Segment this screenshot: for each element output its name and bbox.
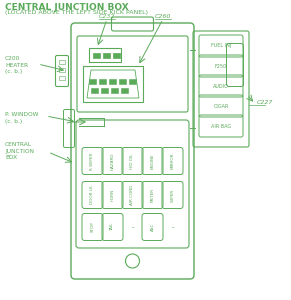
Bar xyxy=(59,68,65,72)
Text: C227: C227 xyxy=(257,100,273,105)
Text: CENTRAL JUNCTION BOX: CENTRAL JUNCTION BOX xyxy=(5,3,129,12)
Text: H/D OIL: H/D OIL xyxy=(130,153,134,169)
Bar xyxy=(99,79,106,84)
Text: MIRROR: MIRROR xyxy=(171,153,175,169)
Bar xyxy=(59,76,65,80)
Text: METER: METER xyxy=(150,188,155,202)
Bar xyxy=(59,60,65,64)
Bar xyxy=(119,79,126,84)
Text: AIR BAG: AIR BAG xyxy=(211,124,231,128)
Text: CENTRAL
JUNCTION
BOX: CENTRAL JUNCTION BOX xyxy=(5,142,34,160)
Bar xyxy=(113,53,120,58)
Text: -: - xyxy=(171,224,174,230)
Text: HAZARD: HAZARD xyxy=(111,152,114,170)
Bar xyxy=(89,79,96,84)
Text: R WIPER: R WIPER xyxy=(91,152,95,170)
Text: C200
HEATER
(c. b.): C200 HEATER (c. b.) xyxy=(5,56,28,74)
Text: F250: F250 xyxy=(215,64,227,68)
Text: ASC: ASC xyxy=(150,223,155,231)
Text: WIPER: WIPER xyxy=(171,188,175,202)
Text: DOOR LK: DOOR LK xyxy=(91,186,95,204)
Text: C232: C232 xyxy=(99,14,115,19)
Bar xyxy=(93,53,100,58)
Bar xyxy=(111,88,118,93)
Bar xyxy=(91,88,98,93)
Bar xyxy=(89,48,121,62)
Text: -: - xyxy=(131,224,134,230)
Bar xyxy=(101,88,108,93)
Bar xyxy=(109,79,116,84)
Text: AIR COND: AIR COND xyxy=(130,185,134,205)
Text: CIGAR: CIGAR xyxy=(213,103,229,109)
Text: P. WINDOW
(c. b.): P. WINDOW (c. b.) xyxy=(5,112,38,124)
Text: TAIL: TAIL xyxy=(111,223,114,231)
Bar xyxy=(121,88,128,93)
Text: STOP: STOP xyxy=(91,222,95,232)
Bar xyxy=(83,66,143,102)
Bar xyxy=(103,53,110,58)
Text: ENGINE: ENGINE xyxy=(150,153,155,169)
Bar xyxy=(129,79,136,84)
Text: (LOCATED ABOVE THE LEFT SIDE KICK PANEL): (LOCATED ABOVE THE LEFT SIDE KICK PANEL) xyxy=(5,10,148,15)
Text: FUEL INJ: FUEL INJ xyxy=(211,44,231,49)
Text: HORN: HORN xyxy=(111,189,114,201)
Text: AUDIO: AUDIO xyxy=(213,83,229,88)
Text: C260: C260 xyxy=(155,14,171,19)
